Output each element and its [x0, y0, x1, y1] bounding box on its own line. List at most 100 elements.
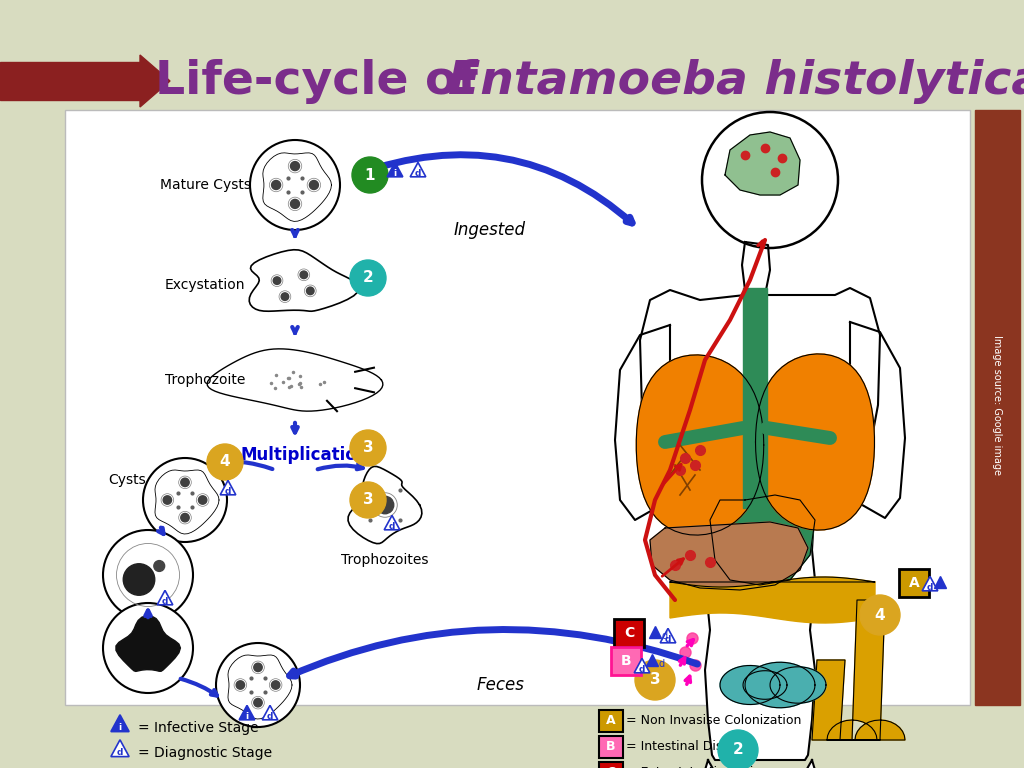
Circle shape [123, 564, 155, 595]
Circle shape [273, 276, 281, 284]
Bar [65, 110, 970, 705]
Circle shape [350, 482, 386, 518]
Text: A: A [908, 576, 920, 590]
Text: B: B [606, 740, 615, 753]
Text: i: i [393, 169, 396, 177]
Circle shape [103, 530, 193, 620]
Polygon shape [742, 242, 770, 295]
Circle shape [254, 663, 262, 671]
Text: 3: 3 [362, 492, 374, 508]
Text: = Diagnostic Stage: = Diagnostic Stage [138, 746, 272, 760]
Polygon shape [795, 760, 822, 768]
FancyBboxPatch shape [611, 647, 641, 675]
FancyBboxPatch shape [599, 710, 623, 732]
Text: Ingested: Ingested [454, 221, 526, 239]
Polygon shape [698, 760, 725, 768]
Polygon shape [158, 591, 173, 605]
Circle shape [635, 660, 675, 700]
Polygon shape [387, 162, 402, 177]
Text: Entamoeba histolytica: Entamoeba histolytica [449, 59, 1024, 104]
Circle shape [163, 496, 172, 505]
Text: i: i [119, 723, 122, 732]
FancyBboxPatch shape [599, 762, 623, 768]
Polygon shape [725, 132, 800, 195]
Text: Trophozoites: Trophozoites [341, 553, 429, 567]
Text: 2: 2 [732, 743, 743, 757]
FancyBboxPatch shape [614, 619, 644, 647]
Polygon shape [670, 577, 874, 623]
Circle shape [718, 730, 758, 768]
Text: Mature Cysts: Mature Cysts [160, 178, 251, 192]
Circle shape [216, 643, 300, 727]
Circle shape [271, 680, 280, 689]
Circle shape [250, 140, 340, 230]
Circle shape [291, 161, 299, 170]
Text: 1: 1 [365, 167, 375, 183]
Circle shape [154, 561, 165, 571]
Circle shape [860, 595, 900, 635]
Text: d: d [117, 748, 123, 757]
Polygon shape [636, 355, 764, 535]
Circle shape [271, 180, 281, 190]
Text: C: C [606, 766, 615, 768]
Polygon shape [720, 666, 780, 704]
Polygon shape [923, 577, 938, 591]
Polygon shape [710, 495, 815, 585]
Polygon shape [745, 662, 815, 708]
Polygon shape [111, 715, 129, 732]
Text: d: d [389, 521, 395, 531]
Polygon shape [756, 354, 874, 530]
Text: 3: 3 [649, 673, 660, 687]
Polygon shape [812, 600, 905, 740]
Text: = Non Invasise Colonization: = Non Invasise Colonization [626, 714, 802, 727]
FancyBboxPatch shape [899, 569, 929, 597]
Text: 4: 4 [220, 455, 230, 469]
Polygon shape [111, 740, 129, 756]
Text: d: d [415, 169, 421, 177]
Text: 4: 4 [874, 607, 886, 623]
Text: d: d [267, 712, 273, 720]
Text: A: A [606, 714, 615, 727]
Text: d: d [662, 631, 668, 641]
Polygon shape [743, 670, 787, 700]
Circle shape [350, 260, 386, 296]
Polygon shape [770, 667, 826, 703]
Circle shape [306, 287, 314, 295]
Text: 3: 3 [362, 441, 374, 455]
Text: d: d [225, 487, 231, 495]
Polygon shape [411, 162, 426, 177]
Text: d: d [927, 583, 933, 591]
Text: B: B [621, 654, 632, 668]
Text: = Intestinal Disease: = Intestinal Disease [626, 740, 752, 753]
Polygon shape [262, 705, 278, 720]
Circle shape [237, 680, 245, 689]
Polygon shape [640, 288, 880, 760]
Polygon shape [0, 62, 140, 100]
Polygon shape [207, 349, 383, 411]
Circle shape [300, 271, 307, 279]
Polygon shape [140, 55, 170, 107]
Polygon shape [650, 522, 808, 590]
Circle shape [103, 603, 193, 693]
Text: Excystation: Excystation [165, 278, 246, 292]
Text: Multiplication: Multiplication [241, 446, 370, 464]
Circle shape [181, 514, 189, 521]
Text: i: i [246, 712, 249, 720]
Circle shape [181, 478, 189, 487]
Text: Life-cycle of: Life-cycle of [155, 59, 495, 104]
Text: Image source: Google image: Image source: Google image [992, 335, 1002, 475]
Polygon shape [249, 250, 359, 311]
Circle shape [350, 430, 386, 466]
Circle shape [352, 157, 388, 193]
Text: Feces: Feces [476, 676, 524, 694]
Text: C: C [624, 626, 634, 640]
Circle shape [207, 444, 243, 480]
Polygon shape [348, 466, 422, 544]
Circle shape [291, 200, 299, 208]
Polygon shape [615, 325, 670, 520]
Circle shape [143, 458, 227, 542]
Text: = Extra-Intestinal Disease: = Extra-Intestinal Disease [626, 766, 790, 768]
Text: d: d [665, 634, 671, 644]
Circle shape [309, 180, 318, 190]
Bar [975, 110, 1020, 705]
